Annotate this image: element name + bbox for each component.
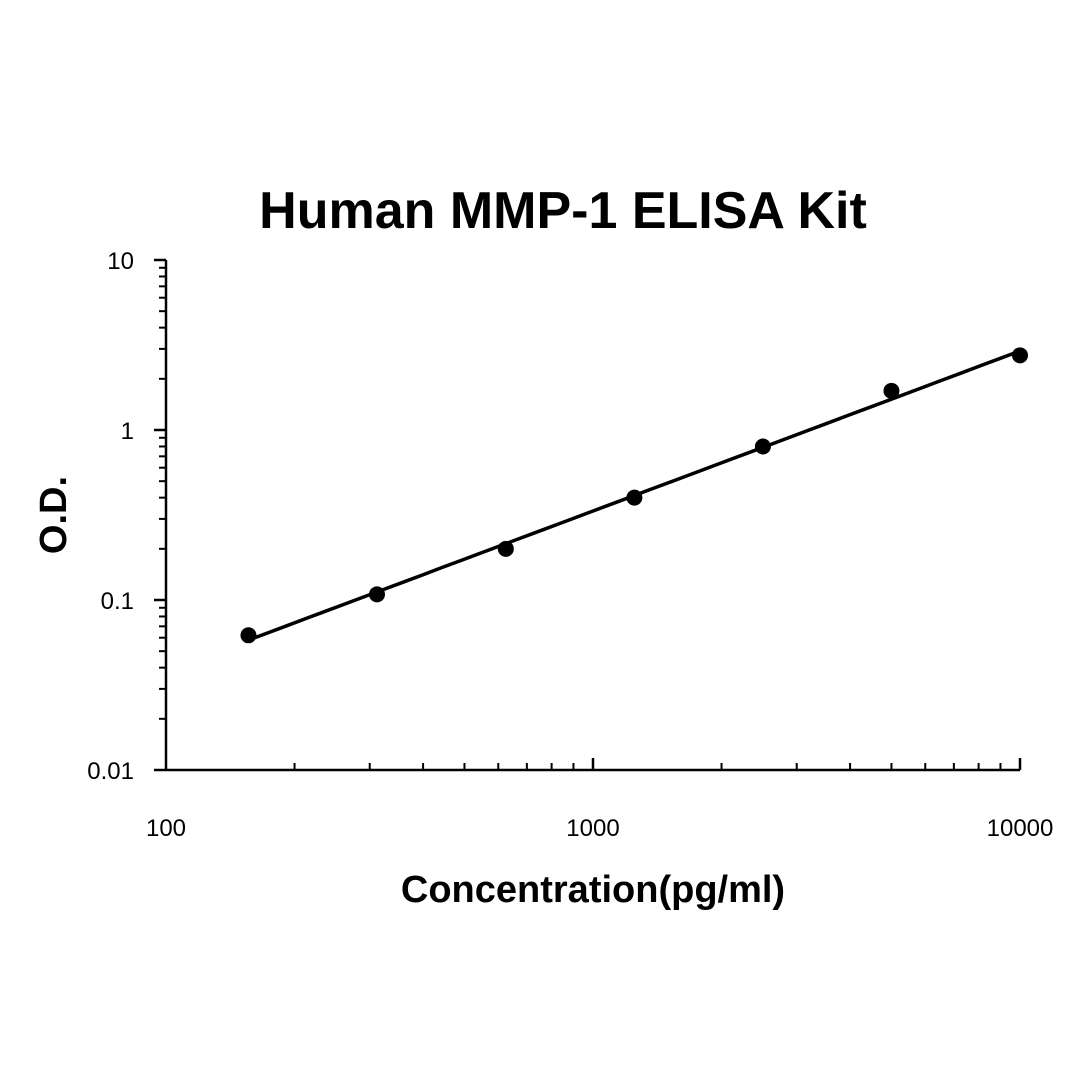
y-axis-label: O.D. [33,476,75,554]
x-tick-labels: 100 1000 10000 [146,815,1053,842]
y-ticks [154,258,166,772]
data-point [240,627,257,644]
y-tick-labels: 0.01 0.1 1 10 [87,248,134,785]
chart-title: Human MMP-1 ELISA Kit [259,182,867,240]
y-tick-label: 10 [107,248,134,275]
plot-area: 0.01 0.1 1 10 100 1000 10000 [87,248,1053,842]
y-tick-label: 1 [121,418,134,445]
x-tick-label: 1000 [566,815,619,842]
data-point [626,489,643,506]
x-tick-label: 10000 [987,815,1054,842]
data-point [497,540,514,557]
x-tick-label: 100 [146,815,186,842]
data-point [883,382,900,399]
x-axis-label: Concentration(pg/ml) [401,869,785,911]
data-point [369,586,386,603]
data-points [240,347,1028,644]
data-point [1012,347,1028,364]
y-tick-label: 0.01 [87,758,134,785]
x-ticks [293,758,1022,770]
data-point [754,438,771,455]
y-tick-label: 0.1 [101,588,134,615]
